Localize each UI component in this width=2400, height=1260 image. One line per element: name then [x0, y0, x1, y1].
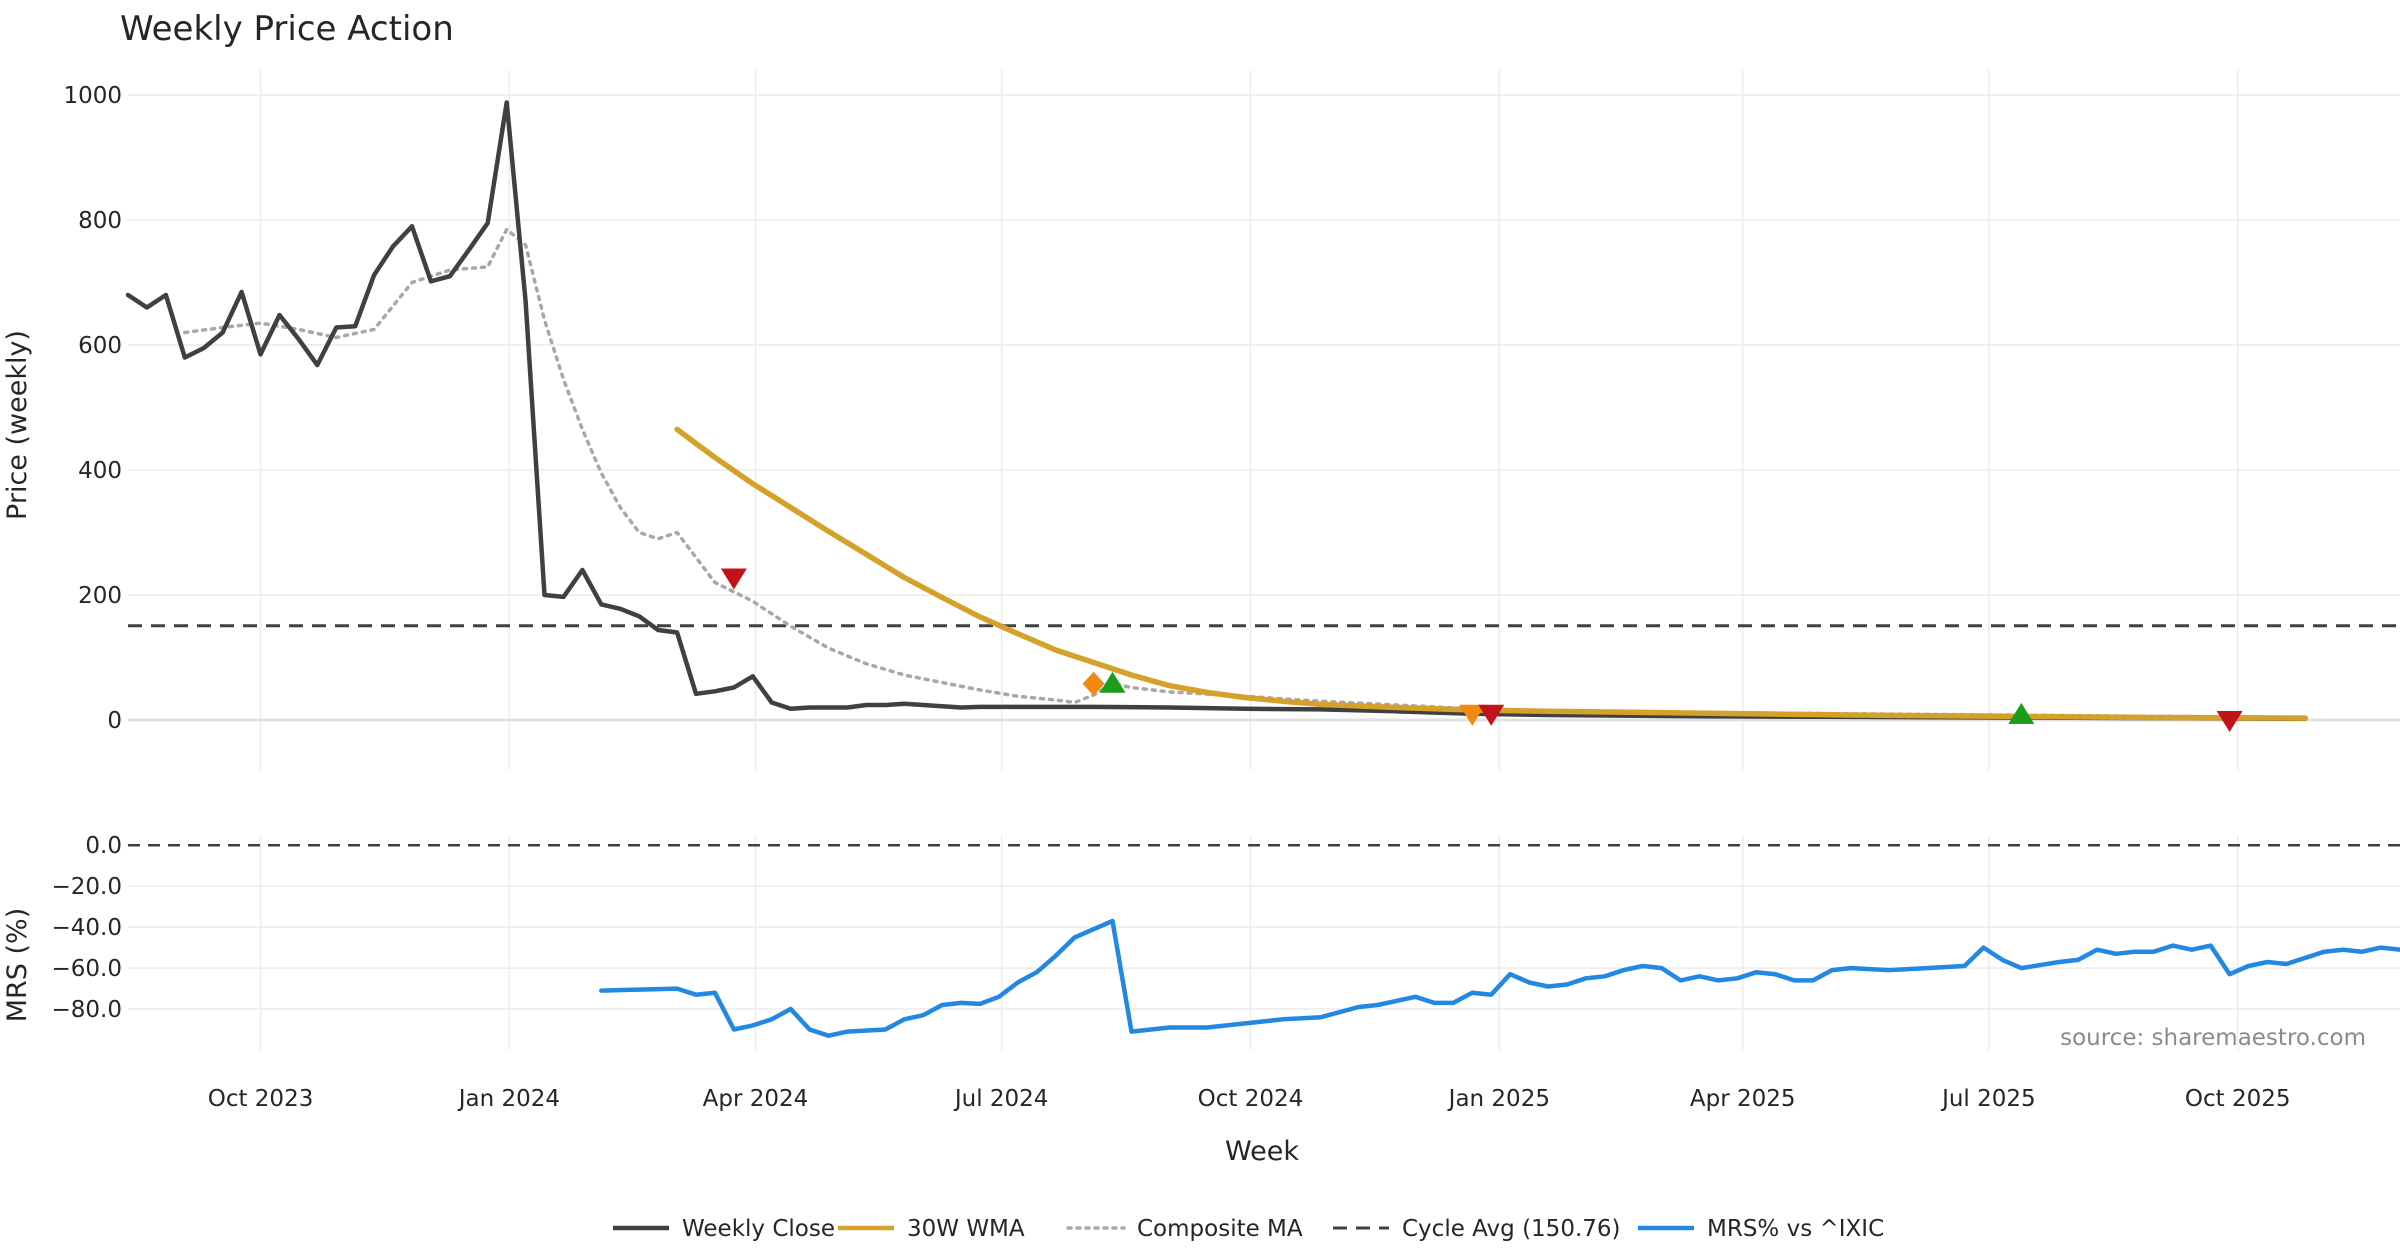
mrs-y-tick-label: −60.0: [52, 956, 122, 982]
x-axis-title: Week: [1225, 1136, 1299, 1167]
x-tick-label: Jan 2024: [457, 1086, 560, 1112]
price-y-tick-label: 200: [78, 583, 122, 609]
mrs-y-tick-label: 0.0: [85, 833, 122, 859]
x-tick-label: Apr 2024: [703, 1086, 809, 1112]
mrs-y-tick-label: −20.0: [52, 874, 122, 900]
price-y-tick-label: 600: [78, 333, 122, 359]
source-note: source: sharemaestro.com: [2060, 1025, 2366, 1051]
mrs-y-tick-label: −40.0: [52, 915, 122, 941]
signal-marker-diamond: [1082, 671, 1105, 696]
legend-label: 30W WMA: [907, 1216, 1025, 1242]
weekly-close-series: [125, 100, 2308, 722]
mrs-panel: [128, 843, 2400, 1038]
signal-marker-down: [720, 568, 747, 590]
x-tick-label: Jan 2025: [1447, 1086, 1550, 1112]
wma-30w-series: [674, 426, 2309, 721]
price-y-tick-label: 1000: [63, 83, 122, 109]
mrs-y-tick-label: −80.0: [52, 997, 122, 1023]
price-y-tick-label: 800: [78, 208, 122, 234]
signal-marker-up: [1099, 671, 1126, 693]
signal-marker-up: [2008, 703, 2035, 724]
price-y-tick-label: 400: [78, 458, 122, 484]
legend-entry: Composite MA: [1066, 1216, 1303, 1242]
mrs-axis-title: MRS (%): [2, 908, 33, 1023]
price-y-tick-label: 0: [107, 708, 122, 734]
legend-label: Cycle Avg (150.76): [1402, 1216, 1621, 1242]
legend: Weekly Close 30W WMA Composite MA Cycle Avg…: [613, 1216, 1884, 1242]
legend-entry: Cycle Avg (150.76): [1333, 1216, 1621, 1242]
legend-entry: Weekly Close: [613, 1216, 835, 1242]
chart-title: Weekly Price Action: [120, 9, 454, 49]
legend-entry: MRS% vs ^IXIC: [1638, 1216, 1884, 1242]
x-tick-label: Jul 2024: [953, 1086, 1049, 1112]
price-axis-title: Price (weekly): [2, 330, 33, 520]
legend-label: Composite MA: [1137, 1216, 1303, 1242]
mrs-series: [599, 918, 2400, 1038]
signal-marker-down: [1459, 704, 1486, 726]
x-tick-label: Apr 2025: [1690, 1086, 1796, 1112]
legend-label: MRS% vs ^IXIC: [1707, 1216, 1884, 1242]
x-tick-label: Oct 2023: [208, 1086, 314, 1112]
axes: 0 200 400 600 800 1000 0.0 −20.0 −40.0 −60.0 −80.0…: [52, 83, 2291, 1112]
grid: [128, 70, 2400, 1050]
x-tick-label: Oct 2025: [2185, 1086, 2291, 1112]
price-panel: [125, 100, 2400, 732]
legend-label: Weekly Close: [682, 1216, 835, 1242]
x-tick-label: Jul 2025: [1940, 1086, 2036, 1112]
signal-marker-down: [1478, 704, 1505, 726]
signal-marker-down: [2216, 711, 2243, 732]
legend-entry: 30W WMA: [838, 1216, 1025, 1242]
x-tick-label: Oct 2024: [1198, 1086, 1304, 1112]
